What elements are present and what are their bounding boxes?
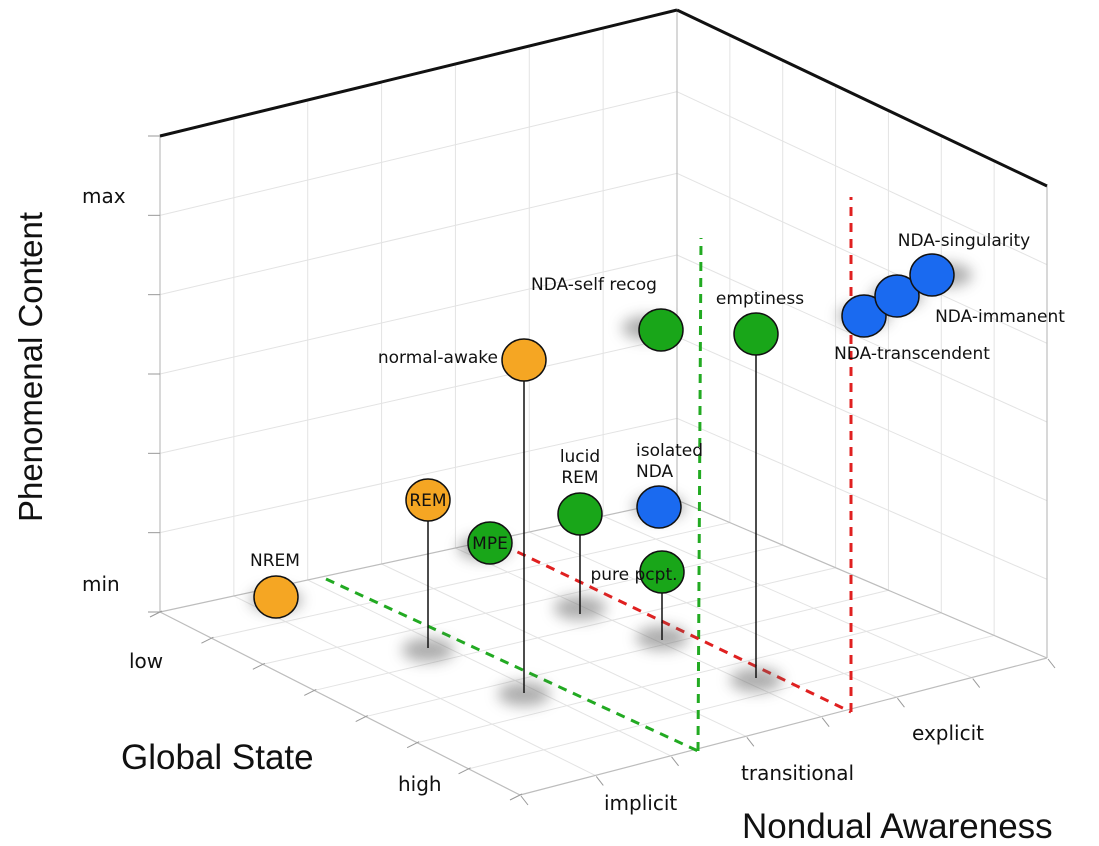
- point-label: REM: [409, 491, 446, 511]
- tick-label-explicit: explicit: [912, 721, 984, 745]
- global-state-axis-title: Global State: [121, 738, 314, 777]
- grid-line: [676, 336, 1048, 502]
- data-point-marker: [636, 485, 682, 529]
- data-point-marker: [874, 274, 920, 318]
- axis-frame: [148, 8, 1056, 806]
- marker-shadow: [730, 668, 782, 692]
- marker-shadow: [402, 638, 454, 662]
- tick-mark: [746, 736, 755, 747]
- grid-line: [417, 612, 942, 744]
- point-label: NDA-self recog: [531, 275, 657, 295]
- tick-label-min: min: [82, 572, 120, 596]
- grid-line: [262, 544, 783, 665]
- frame-top-edge: [159, 8, 678, 138]
- point-label-line: lucid: [560, 447, 600, 467]
- guide-line-green: [696, 237, 703, 752]
- data-point-marker: [733, 312, 779, 356]
- grid-line: [676, 417, 1048, 580]
- point-label-line: NDA: [636, 462, 674, 482]
- grid-line: [602, 515, 972, 679]
- tick-mark: [304, 688, 317, 696]
- grid-line: [159, 417, 678, 534]
- tick-mark: [458, 767, 471, 775]
- tick-label-max: max: [82, 184, 126, 208]
- frame-top-edge: [676, 8, 1048, 188]
- point-label: MPE: [472, 534, 508, 554]
- grid-line: [365, 589, 889, 718]
- grid-line: [159, 91, 678, 216]
- grid-line: [159, 336, 678, 454]
- tick-mark: [671, 756, 679, 767]
- frame-edge: [159, 611, 521, 796]
- global-state-ticks: low high: [129, 649, 442, 796]
- tick-mark: [821, 717, 830, 728]
- point-label: NDA-immanent: [935, 307, 1065, 327]
- nondual-awareness-ticks: implicit transitional explicit: [604, 721, 984, 815]
- tick-mark: [406, 741, 420, 749]
- grid-line: [159, 172, 678, 296]
- tick-mark: [201, 636, 214, 644]
- point-label: emptiness: [716, 289, 804, 309]
- tick-mark: [355, 715, 368, 723]
- data-point-marker: [405, 478, 451, 522]
- tick-mark: [897, 697, 905, 708]
- grid-line: [233, 595, 596, 776]
- point-label-line: REM: [561, 468, 598, 488]
- tick-mark: [509, 793, 523, 801]
- tick-mark: [149, 610, 163, 618]
- tick-mark: [1047, 658, 1056, 669]
- grid-line: [159, 254, 678, 375]
- point-label-line: isolated: [636, 441, 703, 461]
- vertical-axis-title: Phenomenal Content: [12, 212, 49, 522]
- point-label: NDA-singularity: [898, 231, 1030, 251]
- grid-line: [307, 579, 671, 757]
- point-label: pure pcpt.: [590, 565, 677, 585]
- data-point-marker: [841, 294, 887, 338]
- tick-label-implicit: implicit: [604, 791, 677, 815]
- point-label: isolated NDA: [636, 441, 703, 482]
- data-point-marker: [501, 338, 547, 382]
- guide-line-green: [325, 577, 699, 753]
- grid-line: [676, 172, 1048, 344]
- point-label: lucid REM: [560, 447, 600, 488]
- data-point-marker: [909, 253, 955, 297]
- grid-line: [211, 522, 730, 639]
- grid-line: [381, 563, 747, 737]
- tick-mark: [595, 776, 604, 786]
- point-label: NREM: [250, 551, 300, 571]
- data-point-marker: [467, 521, 513, 565]
- tick-mark: [520, 795, 529, 806]
- data-point-marker: [639, 550, 685, 594]
- point-label: NDA-transcendent: [834, 344, 990, 364]
- grid-line: [468, 634, 995, 770]
- marker-shadow: [498, 682, 550, 706]
- tick-label-transitional: transitional: [741, 761, 854, 785]
- grid-line: [314, 567, 836, 691]
- grid-line: [676, 91, 1048, 266]
- data-point-marker: [253, 575, 299, 619]
- tick-mark: [972, 678, 981, 688]
- tick-label-high: high: [398, 772, 442, 796]
- vertical-axis-ticks: max min: [82, 184, 126, 596]
- point-label: normal-awake: [378, 348, 498, 368]
- tick-label-low: low: [129, 649, 163, 673]
- grid-line: [529, 531, 897, 698]
- tick-mark: [252, 662, 266, 670]
- frame-edge: [676, 499, 1048, 659]
- data-markers: [253, 253, 955, 619]
- data-point-marker: [638, 308, 684, 352]
- data-point-marker: [557, 492, 603, 536]
- frame-edge: [519, 657, 1048, 796]
- grid-lines: [159, 28, 1048, 776]
- grid-line: [676, 254, 1048, 423]
- nondual-awareness-axis-title: Nondual Awareness: [742, 807, 1053, 846]
